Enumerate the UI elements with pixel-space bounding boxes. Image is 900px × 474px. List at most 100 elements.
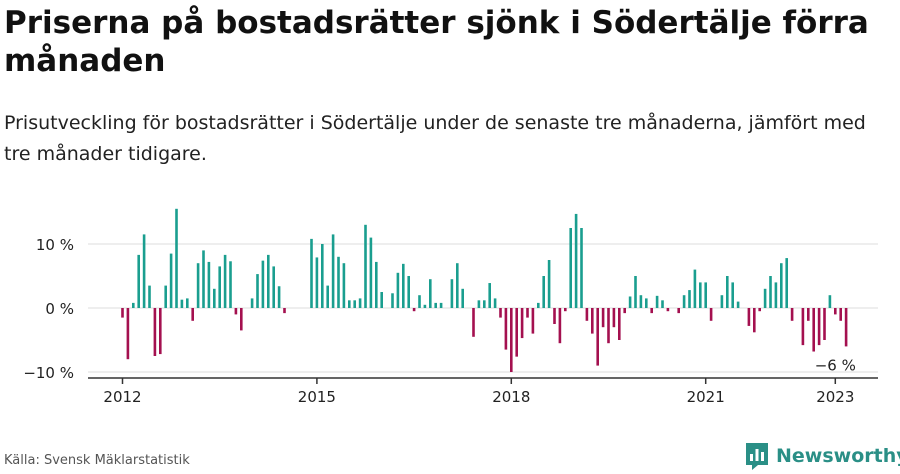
x-tick-label: 2015 [298, 388, 336, 406]
bar [261, 260, 265, 308]
bar [380, 292, 383, 308]
bar [418, 295, 421, 308]
bar [250, 298, 254, 308]
bar [709, 308, 713, 321]
bar [812, 308, 815, 352]
bar [526, 308, 529, 318]
bar [207, 261, 211, 308]
bar [823, 308, 826, 340]
chart-title: Priserna på bostadsrätter sjönk i Södert… [4, 5, 869, 79]
bar [785, 258, 788, 308]
bar [234, 308, 238, 315]
bar [283, 308, 286, 314]
bar [817, 308, 821, 346]
bar [434, 302, 437, 308]
bar [704, 282, 707, 308]
bar [504, 308, 508, 350]
bar [591, 308, 594, 334]
bar [510, 308, 513, 372]
bar [493, 298, 497, 308]
bar [202, 250, 205, 308]
bar [828, 295, 832, 308]
bar [515, 308, 518, 357]
last-value-annotation: −6 % [815, 356, 856, 374]
bar [407, 276, 410, 308]
bar [726, 276, 729, 308]
bar [520, 308, 524, 339]
bar [391, 293, 394, 308]
x-axis [88, 377, 878, 384]
bar [353, 300, 356, 308]
bar [142, 234, 146, 308]
bar [569, 228, 572, 308]
bar [218, 266, 221, 308]
bar [137, 254, 140, 308]
bar [601, 308, 605, 328]
bar [164, 285, 167, 308]
bar [628, 296, 632, 308]
bar [342, 263, 346, 308]
bar [148, 285, 151, 308]
bar [763, 288, 767, 308]
bar [159, 308, 162, 355]
bar [169, 253, 173, 308]
bar [801, 308, 805, 346]
bar [337, 256, 340, 308]
bar [542, 276, 545, 308]
bar [553, 308, 556, 324]
bar [596, 308, 599, 366]
bar [612, 308, 616, 328]
bar [450, 279, 454, 308]
bar [661, 300, 664, 308]
bar [758, 308, 761, 312]
bar [650, 308, 653, 314]
x-tick-label: 2023 [816, 388, 854, 406]
bar [499, 308, 502, 318]
bar [240, 308, 243, 331]
y-tick-label: −10 % [23, 364, 74, 382]
bar [477, 300, 481, 308]
bar [126, 308, 130, 360]
bar-chart: 10 % 0 % −10 % 2012 2015 2018 2021 2023 −6 % [23, 208, 878, 406]
bar [364, 224, 367, 308]
bar [731, 282, 734, 308]
bar [423, 304, 427, 308]
x-tick-label: 2012 [103, 388, 141, 406]
bar [682, 295, 686, 308]
bar [277, 286, 281, 308]
bar [585, 308, 589, 321]
bar [310, 238, 313, 308]
bar [720, 295, 724, 308]
bar [774, 282, 778, 308]
bar [326, 285, 329, 308]
bar [688, 290, 691, 308]
bar [780, 263, 783, 308]
bar [315, 257, 319, 308]
bar [790, 308, 794, 321]
bar [547, 260, 551, 308]
bar [807, 308, 810, 321]
bar [213, 288, 216, 308]
y-tick-label: 10 % [36, 236, 74, 254]
bar [256, 274, 259, 308]
bar [607, 308, 610, 344]
bar [753, 308, 756, 333]
bar [272, 266, 275, 308]
bar [693, 269, 697, 308]
bar [321, 244, 324, 308]
bar [639, 295, 643, 308]
newsworthy-logo-icon [746, 443, 768, 470]
bar [839, 308, 842, 321]
bar [472, 308, 475, 337]
bar [348, 300, 351, 308]
bar [769, 276, 772, 308]
bar [439, 302, 443, 308]
bar [175, 208, 178, 308]
bar [558, 308, 562, 344]
bar [618, 308, 621, 340]
x-tick-label: 2021 [687, 388, 725, 406]
bar [196, 263, 200, 308]
y-tick-label: 0 % [45, 300, 74, 318]
bar [223, 254, 227, 308]
bar [634, 276, 637, 308]
